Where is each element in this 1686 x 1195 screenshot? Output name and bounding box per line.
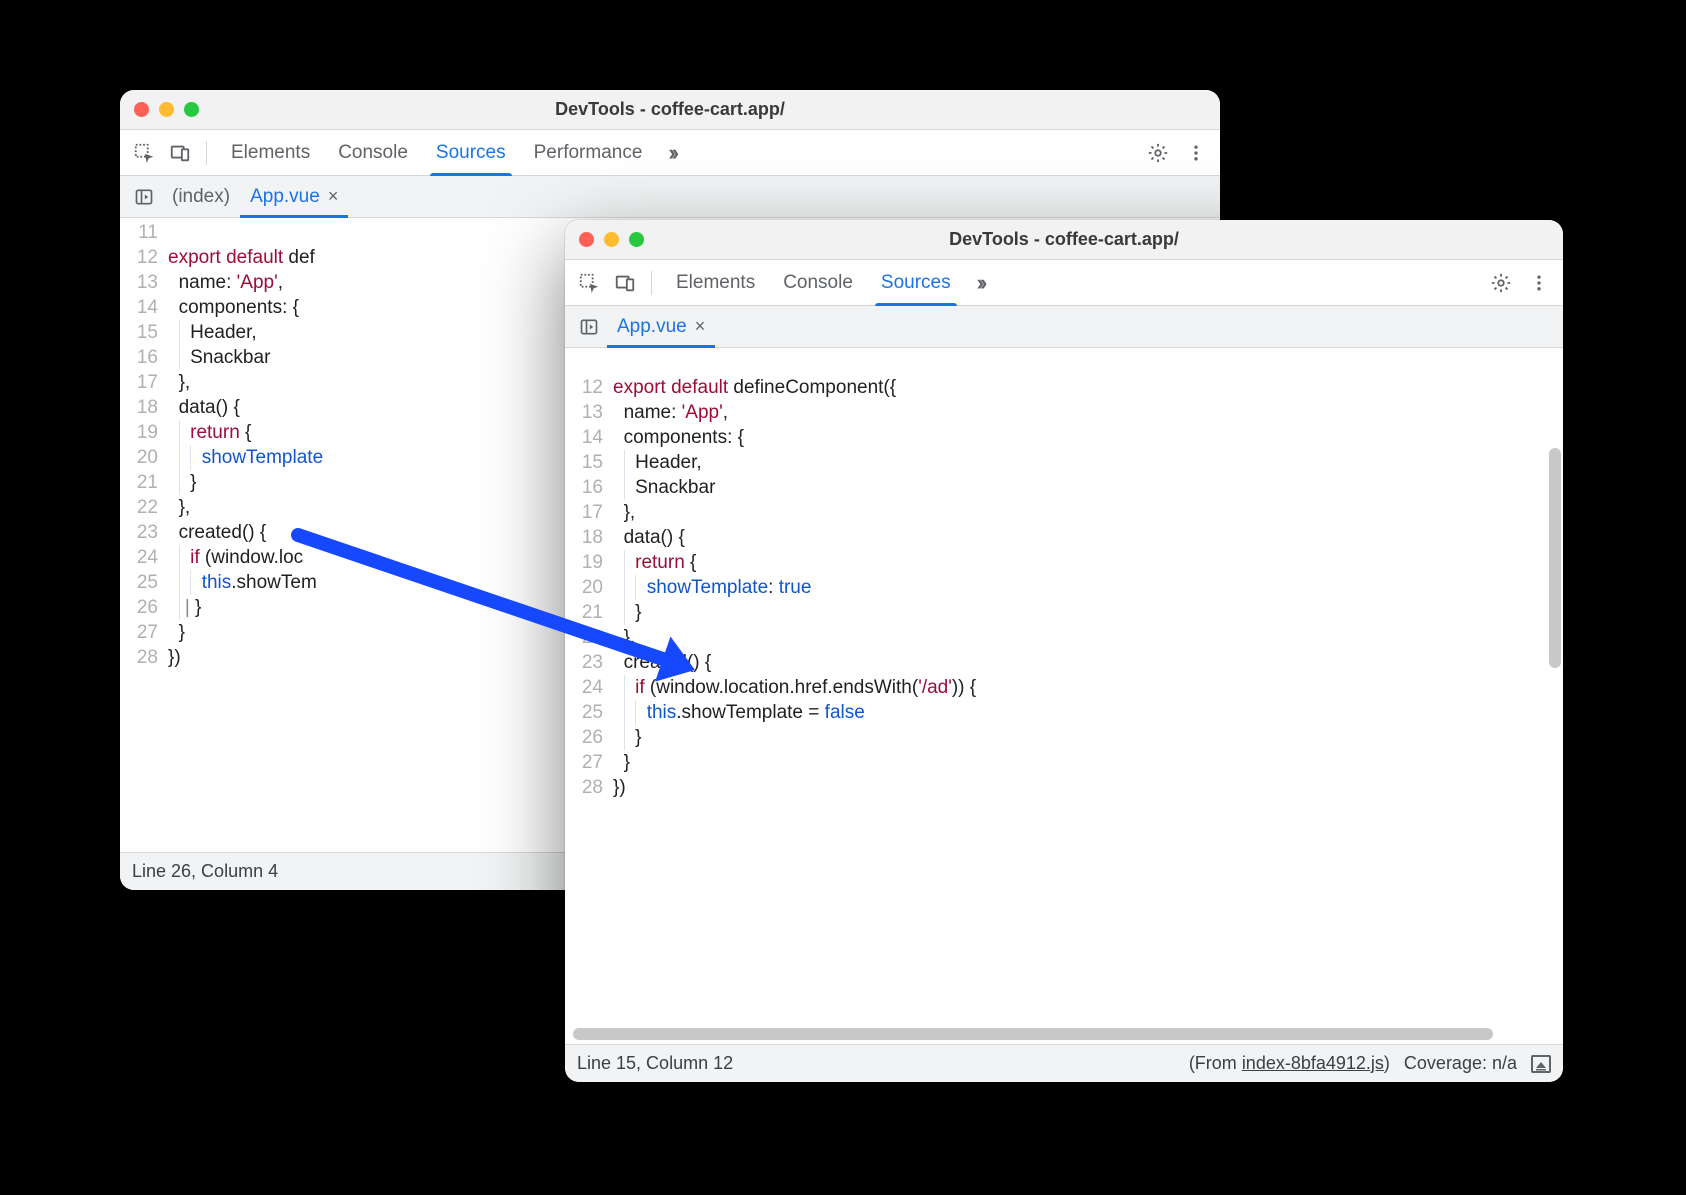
vertical-scrollbar[interactable] bbox=[1549, 448, 1561, 668]
minimize-window-button[interactable] bbox=[604, 232, 619, 247]
kebab-menu-icon[interactable] bbox=[1180, 137, 1212, 169]
devtools-toolbar: ElementsConsoleSourcesPerformance ›› bbox=[120, 130, 1220, 176]
file-tab[interactable]: App.vue × bbox=[607, 306, 715, 348]
panel-tab-elements[interactable]: Elements bbox=[217, 130, 324, 176]
minimize-window-button[interactable] bbox=[159, 102, 174, 117]
maximize-window-button[interactable] bbox=[629, 232, 644, 247]
devtools-toolbar: ElementsConsoleSources ›› bbox=[565, 260, 1563, 306]
file-tabs-bar: (index) App.vue × bbox=[120, 176, 1220, 218]
toolbar-divider bbox=[651, 271, 652, 295]
window-title: DevTools - coffee-cart.app/ bbox=[565, 229, 1563, 250]
sourcemap-link[interactable]: index-8bfa4912.js bbox=[1242, 1053, 1384, 1073]
device-toolbar-icon[interactable] bbox=[609, 267, 641, 299]
devtools-window-front: DevTools - coffee-cart.app/ ElementsCons… bbox=[565, 220, 1563, 1082]
titlebar: DevTools - coffee-cart.app/ bbox=[120, 90, 1220, 130]
settings-icon[interactable] bbox=[1142, 137, 1174, 169]
close-tab-icon[interactable]: × bbox=[328, 186, 339, 207]
line-gutter: 111213141516171819202122232425262728 bbox=[120, 218, 168, 852]
inspect-element-icon[interactable] bbox=[128, 137, 160, 169]
close-tab-icon[interactable]: × bbox=[695, 316, 706, 337]
panel-tab-elements[interactable]: Elements bbox=[662, 260, 769, 306]
sourcemap-info: (From index-8bfa4912.js) bbox=[1189, 1053, 1390, 1074]
cursor-position: Line 15, Column 12 bbox=[577, 1053, 733, 1074]
titlebar: DevTools - coffee-cart.app/ bbox=[565, 220, 1563, 260]
cursor-position: Line 26, Column 4 bbox=[132, 861, 278, 882]
inspect-element-icon[interactable] bbox=[573, 267, 605, 299]
window-title: DevTools - coffee-cart.app/ bbox=[120, 99, 1220, 120]
file-tab-label: (index) bbox=[172, 186, 230, 208]
horizontal-scrollbar[interactable] bbox=[573, 1028, 1493, 1040]
device-toolbar-icon[interactable] bbox=[164, 137, 196, 169]
line-gutter: 1213141516171819202122232425262728 bbox=[565, 348, 613, 1044]
code-editor[interactable]: 1213141516171819202122232425262728 expor… bbox=[565, 348, 1563, 1044]
more-tabs-icon[interactable]: ›› bbox=[969, 270, 992, 296]
show-navigator-icon[interactable] bbox=[128, 181, 160, 213]
file-tab-label: App.vue bbox=[250, 186, 320, 208]
show-navigator-icon[interactable] bbox=[573, 311, 605, 343]
panel-tab-console[interactable]: Console bbox=[324, 130, 422, 176]
traffic-lights bbox=[120, 102, 199, 117]
file-tabs-bar: App.vue × bbox=[565, 306, 1563, 348]
toolbar-divider bbox=[206, 141, 207, 165]
panel-tab-sources[interactable]: Sources bbox=[422, 130, 520, 176]
panel-tab-console[interactable]: Console bbox=[769, 260, 867, 306]
statusbar: Line 15, Column 12 (From index-8bfa4912.… bbox=[565, 1044, 1563, 1082]
coverage-info: Coverage: n/a bbox=[1404, 1053, 1517, 1074]
settings-icon[interactable] bbox=[1485, 267, 1517, 299]
close-window-button[interactable] bbox=[134, 102, 149, 117]
kebab-menu-icon[interactable] bbox=[1523, 267, 1555, 299]
traffic-lights bbox=[565, 232, 644, 247]
panel-tab-performance[interactable]: Performance bbox=[520, 130, 657, 176]
close-window-button[interactable] bbox=[579, 232, 594, 247]
code-content[interactable]: export default defineComponent({ name: '… bbox=[613, 348, 1563, 1044]
eject-icon[interactable] bbox=[1531, 1055, 1551, 1073]
file-tab-label: App.vue bbox=[617, 316, 687, 338]
file-tab[interactable]: (index) bbox=[162, 176, 240, 218]
more-tabs-icon[interactable]: ›› bbox=[660, 140, 683, 166]
file-tab[interactable]: App.vue × bbox=[240, 176, 348, 218]
panel-tab-sources[interactable]: Sources bbox=[867, 260, 965, 306]
maximize-window-button[interactable] bbox=[184, 102, 199, 117]
